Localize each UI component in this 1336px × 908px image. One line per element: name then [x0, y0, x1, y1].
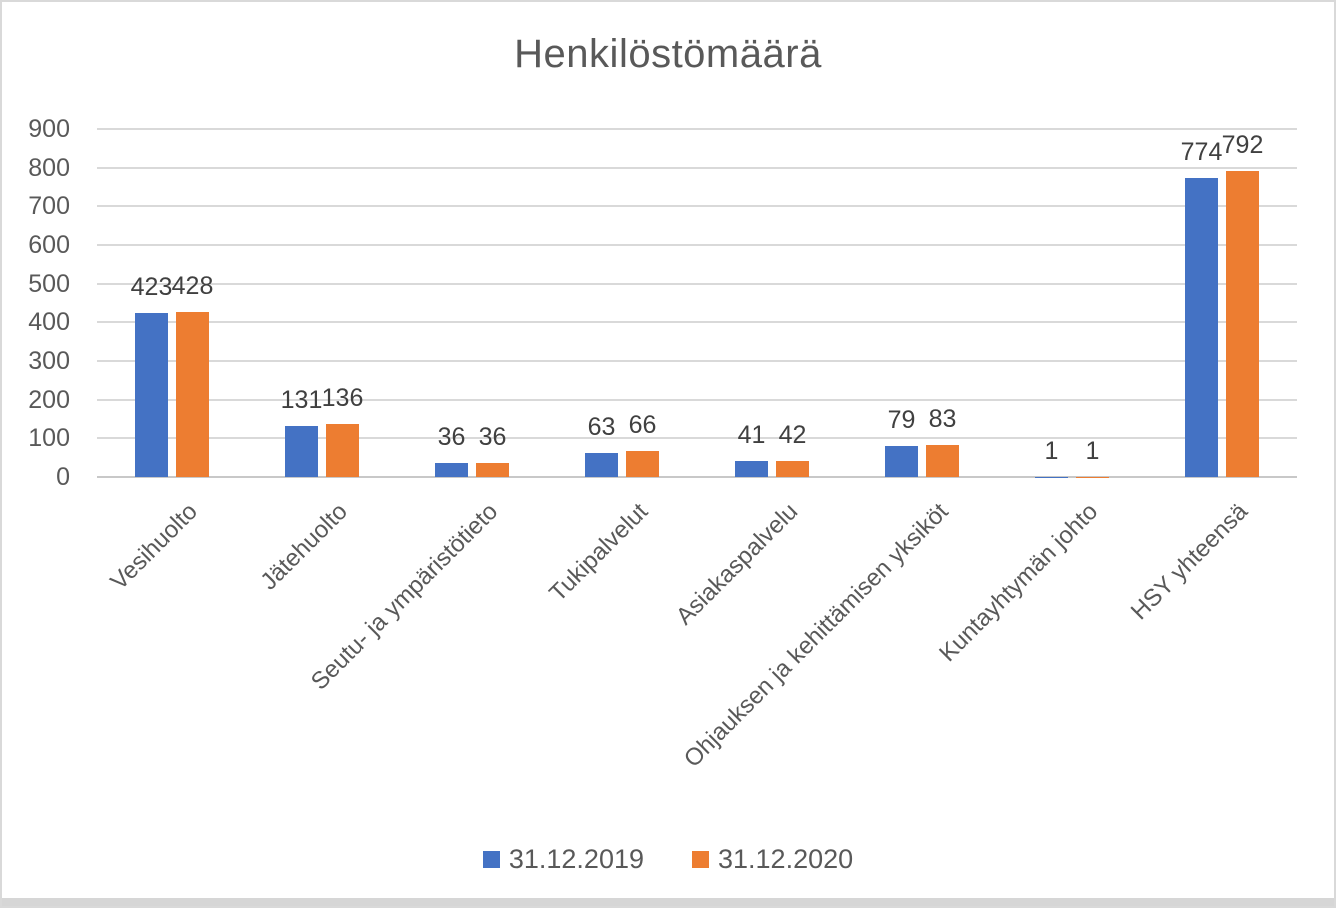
- gridline: [97, 244, 1297, 246]
- data-label: 428: [171, 271, 214, 300]
- bar-31.12.2019-Jätehuolto: [285, 426, 318, 477]
- data-label: 41: [737, 421, 766, 450]
- y-axis-tick-label: 800: [28, 153, 70, 182]
- x-axis-category-label: Jätehuolto: [255, 498, 354, 596]
- data-label: 423: [130, 273, 173, 302]
- x-axis-line: [97, 476, 1297, 478]
- y-axis-tick-label: 300: [28, 347, 70, 375]
- y-axis-tick-label: 900: [28, 115, 70, 143]
- data-label: 42: [778, 420, 807, 449]
- bar-31.12.2019-HSY yhteensä: [1185, 177, 1218, 477]
- bar-31.12.2020-HSY yhteensä: [1226, 170, 1259, 477]
- data-label: 63: [587, 412, 616, 441]
- x-axis-category-label: HSY yhteensä: [1125, 498, 1254, 626]
- gridline: [97, 166, 1297, 169]
- x-axis-category-label: Vesihuolto: [105, 498, 204, 596]
- gridline: [97, 360, 1297, 362]
- x-axis-category-label: Asiakaspalvelu: [670, 498, 804, 631]
- data-label: 79: [887, 406, 916, 435]
- chart-title: Henkilöstömäärä: [514, 32, 822, 76]
- bar-31.12.2019-Seutu- ja ympäristötieto: [435, 463, 468, 477]
- x-axis-category-label: Tukipalvelut: [544, 498, 654, 608]
- legend: 31.12.2019 31.12.2020: [2, 842, 1334, 876]
- data-label: 36: [478, 423, 507, 452]
- legend-item-2020: 31.12.2020: [692, 844, 853, 874]
- y-axis-tick-label: 200: [28, 385, 70, 414]
- bar-31.12.2020-Ohjauksen ja kehittämisen yksiköt: [926, 444, 959, 477]
- data-label: 792: [1221, 130, 1264, 159]
- y-axis-tick-label: 0: [56, 463, 70, 491]
- x-axis-category-label: Ohjauksen ja kehittämisen yksiköt: [678, 498, 954, 773]
- bar-31.12.2019-Tukipalvelut: [585, 452, 618, 477]
- legend-label-2019: 31.12.2019: [508, 844, 644, 874]
- legend-item-2019: 31.12.2019: [482, 844, 644, 874]
- gridline: [97, 437, 1297, 440]
- y-axis-tick-label: 600: [28, 231, 70, 259]
- data-label: 36: [437, 423, 466, 452]
- legend-swatch-2019: [482, 850, 500, 868]
- legend-label-2020: 31.12.2020: [718, 844, 854, 874]
- legend-swatch-2020: [692, 850, 709, 868]
- gridline: [97, 128, 1297, 130]
- data-label: 1: [1085, 436, 1100, 465]
- bar-31.12.2020-Jätehuolto: [326, 424, 359, 477]
- y-axis-tick-label: 700: [28, 192, 70, 221]
- data-label: 136: [321, 384, 364, 413]
- x-axis-category-label: Kuntayhtymän johto: [933, 498, 1104, 668]
- bar-31.12.2019-Vesihuolto: [135, 313, 168, 477]
- bar-31.12.2019-Asiakaspalvelu: [735, 461, 768, 477]
- y-axis-tick-label: 400: [28, 308, 70, 337]
- data-label: 774: [1180, 137, 1223, 166]
- y-axis-tick-label: 100: [28, 424, 70, 453]
- page-bottom-edge: [2, 898, 1334, 906]
- data-label: 83: [928, 404, 957, 433]
- bar-31.12.2020-Seutu- ja ympäristötieto: [476, 463, 509, 477]
- data-label: 1: [1044, 436, 1059, 465]
- bar-31.12.2019-Ohjauksen ja kehittämisen yksiköt: [885, 446, 918, 477]
- gridline: [97, 398, 1297, 401]
- data-label: 66: [628, 411, 657, 440]
- data-label: 131: [280, 386, 323, 415]
- gridline: [97, 205, 1297, 208]
- y-axis-tick-label: 500: [28, 269, 70, 298]
- bar-31.12.2020-Vesihuolto: [176, 311, 209, 477]
- bar-31.12.2020-Tukipalvelut: [626, 451, 659, 477]
- gridline: [97, 282, 1297, 285]
- bar-31.12.2020-Asiakaspalvelu: [776, 460, 809, 477]
- gridline: [97, 321, 1297, 324]
